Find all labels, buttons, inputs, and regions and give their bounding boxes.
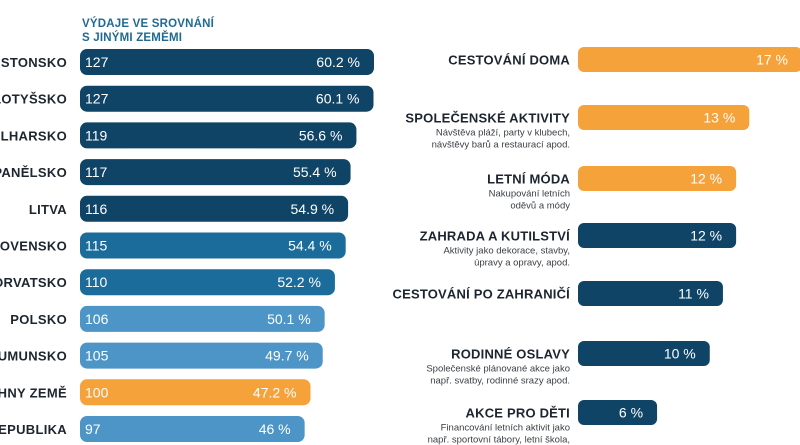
category-bar <box>578 400 658 425</box>
country-label: LOVENSKO <box>0 239 67 254</box>
category-percent-label: 12 % <box>690 171 722 187</box>
country-percent-label: 52.2 % <box>277 274 321 290</box>
country-index-label: 106 <box>85 311 109 327</box>
country-bar <box>80 195 349 222</box>
country-percent-label: 47.2 % <box>253 384 297 400</box>
country-bar <box>80 232 346 259</box>
country-index-label: 97 <box>85 421 101 437</box>
country-label: POLSKO <box>10 312 67 327</box>
category-percent-label: 13 % <box>703 110 735 126</box>
country-index-label: 119 <box>85 127 108 143</box>
country-label: ORVATSKO <box>0 275 67 290</box>
country-index-label: 115 <box>85 238 108 254</box>
country-index-label: 105 <box>85 348 109 364</box>
country-index-label: 127 <box>85 91 109 107</box>
country-label: ESTONSKO <box>0 55 67 70</box>
country-bar <box>80 122 357 149</box>
category-bar <box>578 166 737 191</box>
country-index-label: 110 <box>85 274 108 290</box>
country-label: PANĚLSKO <box>0 165 67 180</box>
country-bar <box>80 342 323 369</box>
country-index-label: 127 <box>85 54 109 70</box>
category-description: např. sportovní tábory, letní škola, <box>428 435 570 445</box>
category-label: LETNÍ MÓDA <box>487 172 570 187</box>
category-description: Aktivity jako dekorace, stavby, <box>443 246 570 257</box>
country-bar <box>80 49 374 75</box>
country-bar-chart: ESTONSKO 127 60.2 % LOTYŠSKO 127 60.1 % ULHARS… <box>0 49 374 442</box>
country-percent-label: 60.1 % <box>316 91 360 107</box>
category-bar <box>578 47 800 72</box>
country-percent-label: 46 % <box>259 421 291 437</box>
category-label: AKCE PRO DĚTI <box>466 406 570 421</box>
category-label: ZAHRADA A KUTILSTVÍ <box>420 229 571 244</box>
country-bar <box>80 159 351 186</box>
country-percent-label: 55.4 % <box>293 164 337 180</box>
country-label: LITVA <box>29 202 67 217</box>
country-bar <box>80 305 325 332</box>
country-percent-label: 54.9 % <box>291 201 335 217</box>
category-percent-label: 11 % <box>678 286 709 302</box>
category-percent-label: 12 % <box>690 228 722 244</box>
category-percent-label: 17 % <box>756 52 788 68</box>
category-bar <box>578 223 737 248</box>
category-percent-label: 6 % <box>619 405 643 421</box>
country-label: UMUNSKO <box>0 349 67 364</box>
category-label: RODINNÉ OSLAVY <box>451 347 570 362</box>
category-description: Návštěva pláží, party v klubech, <box>436 128 570 139</box>
country-label: EPUBLIKA <box>0 422 67 437</box>
country-percent-label: 60.2 % <box>316 54 360 70</box>
category-description: např. svatby, rodinné srazy apod. <box>430 376 570 387</box>
country-percent-label: 49.7 % <box>265 348 309 364</box>
country-label: ULHARSKO <box>0 128 67 143</box>
country-bar <box>80 416 305 442</box>
country-label: LOTYŠSKO <box>0 92 67 107</box>
category-label: CESTOVÁNÍ DOMA <box>448 53 570 68</box>
category-percent-label: 10 % <box>664 346 696 362</box>
country-bar <box>80 379 311 406</box>
category-bar <box>578 281 723 306</box>
country-percent-label: 54.4 % <box>288 238 332 254</box>
country-index-label: 100 <box>85 384 109 400</box>
country-label: HNY ZEMĚ <box>0 385 67 400</box>
category-description: návštěvy barů a restaurací apod. <box>432 140 570 151</box>
category-label: SPOLEČENSKÉ AKTIVITY <box>405 111 570 126</box>
country-percent-label: 50.1 % <box>267 311 311 327</box>
country-index-label: 116 <box>85 201 108 217</box>
category-description: úpravy a opravy, apod. <box>474 258 570 269</box>
category-description: Společenské plánované akce jako <box>426 364 570 375</box>
left-chart-heading: VÝDAJE VE SROVNÁNÍ S JINÝMI ZEMĚMI <box>82 18 215 44</box>
country-index-label: 117 <box>85 164 108 180</box>
category-bar <box>578 341 710 366</box>
category-bar <box>578 105 750 130</box>
country-bar <box>80 85 374 112</box>
country-bar <box>80 269 335 296</box>
country-percent-label: 56.6 % <box>299 127 343 143</box>
category-description: Nakupování letních <box>489 189 570 200</box>
category-bar-chart: 17 % CESTOVÁNÍ DOMA 13 % SPOLEČENSKÉ AKTIVI… <box>392 47 800 445</box>
category-description: oděvů a módy <box>510 201 570 212</box>
category-description: Financování letních aktivit jako <box>441 423 570 434</box>
category-label: CESTOVÁNÍ PO ZAHRANIČÍ <box>392 287 570 302</box>
